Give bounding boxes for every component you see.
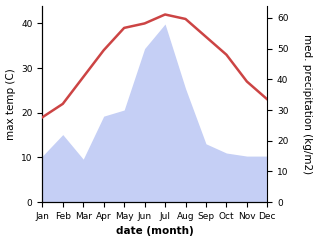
- Y-axis label: max temp (C): max temp (C): [5, 68, 16, 140]
- X-axis label: date (month): date (month): [116, 227, 194, 236]
- Y-axis label: med. precipitation (kg/m2): med. precipitation (kg/m2): [302, 34, 313, 174]
